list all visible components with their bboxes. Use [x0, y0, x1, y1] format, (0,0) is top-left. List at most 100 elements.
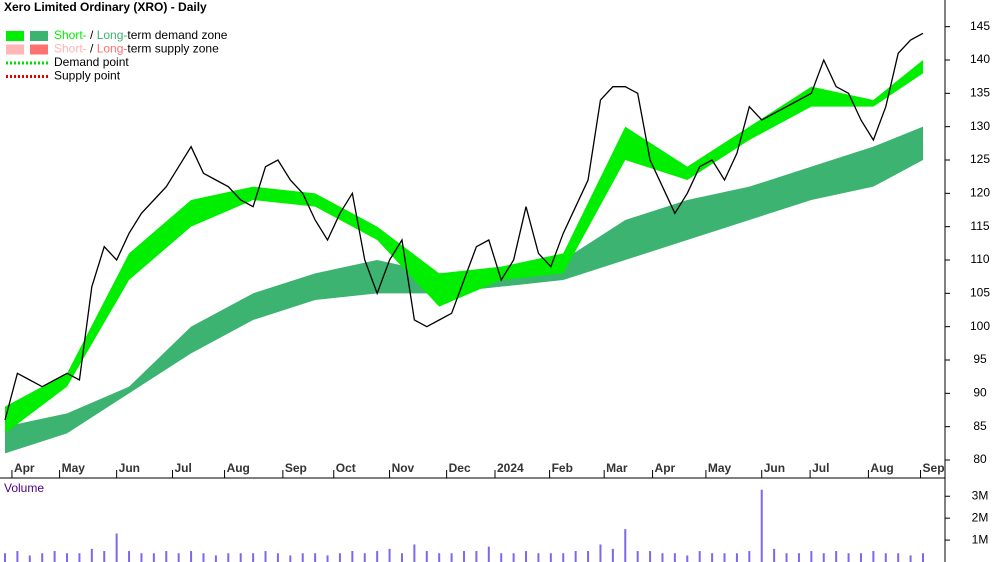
volume-bar [227, 553, 230, 562]
zone-band [5, 60, 923, 434]
volume-bar [847, 553, 850, 562]
legend-label: Supply point [54, 69, 121, 83]
legend-part: Short- [54, 28, 87, 42]
y-tick-label: 85 [973, 419, 987, 433]
y-tick-label: 140 [970, 52, 990, 66]
volume-bar [214, 555, 217, 562]
y-tick-label: 110 [970, 252, 989, 266]
volume-bar [252, 553, 255, 562]
volume-bar [103, 551, 106, 562]
volume-bar [599, 544, 602, 562]
legend-part: term supply zone [127, 42, 219, 56]
volume-bar [822, 553, 825, 562]
volume-bar [698, 551, 701, 562]
volume-bar [4, 553, 6, 562]
volume-bar [611, 548, 614, 562]
price-line [4, 32, 924, 421]
x-tick-label: Jun [119, 461, 140, 475]
x-tick-label: Dec [449, 461, 471, 475]
x-tick-label: Jul [174, 461, 191, 475]
volume-bar [128, 551, 131, 562]
volume-bar [562, 553, 565, 562]
volume-bar [859, 553, 862, 562]
volume-bar [512, 553, 515, 562]
legend-part: term demand zone [127, 28, 227, 42]
legend-part: Short- [54, 42, 87, 56]
volume-bar [351, 551, 354, 562]
y-tick-label: 105 [970, 286, 990, 300]
volume-bar [53, 551, 56, 562]
volume-bar [773, 548, 776, 562]
legend-swatch [30, 31, 48, 41]
x-tick-label: Sep [923, 461, 945, 475]
volume-bar [326, 555, 329, 562]
volume-bar [264, 551, 267, 562]
volume-bar [400, 553, 403, 562]
volume-bar [500, 553, 503, 562]
x-tick-label: Apr [14, 461, 35, 475]
volume-bar [810, 551, 813, 562]
y-tick-label: 100 [970, 319, 990, 333]
volume-tick-label: 1M [972, 532, 989, 546]
x-tick-label: Aug [227, 461, 250, 475]
volume-bar [363, 553, 366, 562]
legend-part: Long- [97, 42, 128, 56]
y-tick-label: 145 [970, 19, 990, 33]
volume-bar [239, 553, 242, 562]
legend-swatch [6, 44, 24, 55]
volume-bar [909, 555, 912, 562]
x-tick-label: Aug [870, 461, 893, 475]
volume-title: Volume [4, 481, 44, 495]
volume-bar [624, 529, 627, 562]
volume-bar [140, 553, 143, 562]
volume-bar [28, 555, 31, 562]
volume-bar [922, 553, 924, 562]
x-tick-label: May [62, 461, 86, 475]
volume-bar [525, 551, 528, 562]
x-tick-label: Mar [606, 461, 628, 475]
volume-bar [649, 551, 652, 562]
volume-bar [438, 553, 441, 562]
legend-label: Demand point [54, 55, 129, 69]
legend-part: / [87, 42, 97, 56]
legend-swatch [6, 31, 24, 41]
volume-bar [487, 546, 490, 562]
volume-bar [537, 553, 540, 562]
volume-bar [425, 551, 428, 562]
volume-bar [748, 551, 751, 562]
x-tick-label: Apr [655, 461, 676, 475]
legend-part: Demand point [54, 55, 129, 69]
volume-bar [165, 551, 168, 562]
volume-bar [190, 551, 193, 562]
volume-tick-label: 3M [972, 488, 989, 502]
volume-bar [276, 553, 279, 562]
y-tick-label: 80 [973, 452, 987, 466]
volume-bar [897, 553, 900, 562]
volume-bar [872, 551, 875, 562]
y-tick-label: 90 [973, 386, 987, 400]
volume-bar [115, 533, 118, 562]
legend-swatch [30, 44, 48, 55]
volume-bar [314, 553, 317, 562]
y-tick-label: 95 [973, 352, 987, 366]
legend-label: Short- / Long-term demand zone [54, 28, 228, 42]
x-tick-label: Feb [552, 461, 573, 475]
volume-bar [90, 548, 93, 562]
volume-bar [463, 551, 465, 562]
volume-bar [723, 553, 726, 562]
volume-bar [376, 551, 379, 562]
volume-bar [388, 548, 391, 562]
volume-bar [152, 553, 155, 562]
y-tick-label: 135 [970, 86, 990, 100]
volume-bar [661, 553, 664, 562]
x-tick-label: Jul [812, 461, 829, 475]
volume-bar [177, 553, 180, 562]
volume-bar [450, 553, 453, 562]
volume-bar [785, 553, 788, 562]
x-tick-label: Sep [285, 461, 307, 475]
volume-bar [41, 553, 44, 562]
y-tick-label: 115 [970, 219, 989, 233]
y-tick-label: 125 [970, 152, 990, 166]
volume-bar [574, 551, 577, 562]
